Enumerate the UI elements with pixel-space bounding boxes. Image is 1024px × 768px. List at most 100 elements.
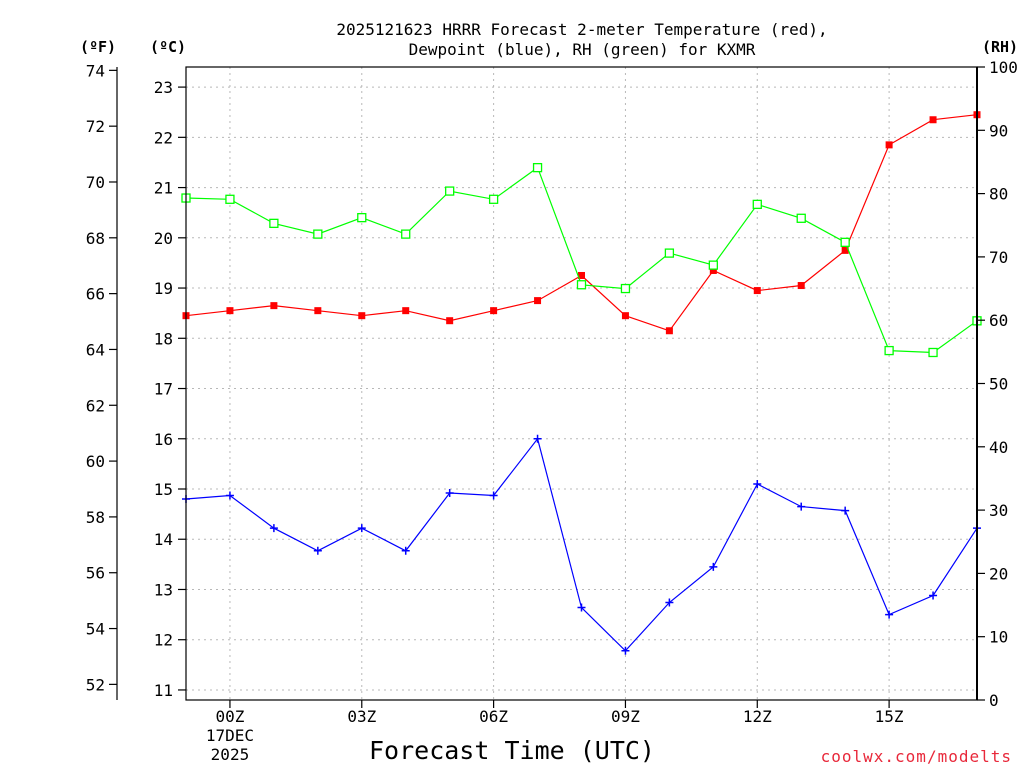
rh-tick-label: 60: [989, 311, 1008, 330]
2-meter-temperature-point: [797, 282, 805, 290]
relative-humidity-point: [225, 194, 235, 204]
x-axis-title: Forecast Time (UTC): [369, 736, 655, 765]
2-meter-temperature-point: [226, 307, 234, 315]
relative-humidity-point: [840, 237, 850, 247]
rh-tick-label: 100: [989, 58, 1018, 77]
dewpoint-point: [269, 524, 278, 533]
fahrenheit-unit-label: (ºF): [80, 38, 116, 56]
dewpoint-point: [885, 610, 894, 619]
x-tick-label: 15Z: [875, 707, 904, 726]
relative-humidity-point: [796, 213, 806, 223]
celsius-tick-label: 15: [154, 480, 173, 499]
rh-tick-label: 80: [989, 185, 1008, 204]
relative-humidity-point: [620, 283, 631, 294]
celsius-tick-label: 11: [154, 681, 173, 700]
dewpoint-point: [401, 546, 410, 555]
celsius-tick-label: 17: [154, 380, 173, 399]
celsius-tick-label: 12: [154, 631, 173, 650]
rh-tick-label: 90: [989, 121, 1008, 140]
dewpoint-point: [313, 546, 322, 555]
dewpoint-point: [357, 524, 366, 533]
relative-humidity-point: [313, 229, 323, 239]
x-tick-label: 06Z: [479, 707, 508, 726]
2-meter-temperature-point: [665, 327, 673, 335]
celsius-tick-label: 22: [154, 128, 173, 147]
celsius-unit-label: (ºC): [150, 38, 186, 56]
x-tick-label: 00Z: [215, 707, 244, 726]
fahrenheit-tick-label: 52: [86, 675, 105, 694]
celsius-tick-label: 14: [154, 530, 173, 549]
fahrenheit-tick-label: 54: [86, 620, 105, 639]
relative-humidity-point: [488, 194, 499, 204]
x-tick-label: 03Z: [347, 707, 376, 726]
2-meter-temperature-point: [358, 312, 366, 320]
axes: 11 12 13 14 15 16 17 18 19 20 21 22 23 52 54 56 58 60 62 64…: [86, 58, 1018, 764]
x-tick-label: 09Z: [611, 707, 640, 726]
dewpoint-point: [665, 598, 674, 607]
relative-humidity-point: [884, 345, 894, 356]
credit-label: coolwx.com/modelts: [821, 747, 1012, 766]
dewpoint-point: [577, 603, 586, 612]
rh-tick-label: 50: [989, 375, 1008, 394]
fahrenheit-tick-label: 70: [86, 173, 105, 192]
fahrenheit-tick-label: 58: [86, 508, 105, 527]
dewpoint-point: [533, 434, 542, 443]
relative-humidity-point: [708, 260, 718, 270]
dewpoint-point: [841, 506, 850, 515]
celsius-tick-label: 19: [154, 279, 173, 298]
relative-humidity-point: [928, 347, 938, 358]
2-meter-temperature-point: [534, 297, 542, 305]
rh-tick-label: 20: [989, 564, 1008, 583]
relative-humidity-point: [664, 248, 675, 258]
fahrenheit-tick-label: 74: [86, 61, 105, 80]
x-tick-date-label: 17DEC: [206, 726, 254, 745]
2-meter-temperature-point: [841, 246, 849, 254]
dewpoint-point: [445, 489, 454, 498]
fahrenheit-tick-label: 66: [86, 285, 105, 304]
celsius-tick-label: 20: [154, 229, 173, 248]
chart-title-line-1: 2025121623 HRRR Forecast 2-meter Tempera…: [336, 20, 827, 39]
fahrenheit-tick-label: 56: [86, 564, 105, 583]
fahrenheit-tick-label: 68: [86, 229, 105, 248]
2-meter-temperature-point: [402, 307, 410, 315]
dewpoint-point: [489, 491, 498, 500]
2-meter-temperature-point: [446, 317, 454, 325]
2-meter-temperature-point: [709, 266, 717, 274]
relative-humidity-point: [401, 229, 411, 239]
dewpoint-point: [709, 562, 718, 571]
rh-tick-label: 10: [989, 628, 1008, 647]
rh-tick-label: 40: [989, 438, 1008, 457]
2-meter-temperature-point: [314, 307, 322, 315]
celsius-tick-label: 21: [154, 179, 173, 198]
2-meter-temperature-point: [578, 271, 585, 279]
2-meter-temperature-point: [490, 307, 498, 315]
celsius-tick-label: 18: [154, 329, 173, 348]
rh-tick-label: 0: [989, 691, 999, 710]
relative-humidity-point: [269, 218, 279, 229]
fahrenheit-tick-label: 72: [86, 117, 105, 136]
x-tick-label: 12Z: [743, 707, 772, 726]
relative-humidity-point: [576, 280, 587, 290]
fahrenheit-tick-label: 64: [86, 340, 105, 359]
celsius-tick-label: 16: [154, 430, 173, 449]
dewpoint-point: [797, 502, 806, 511]
celsius-tick-label: 13: [154, 580, 173, 599]
relative-humidity-point: [357, 213, 367, 223]
2-meter-temperature-point: [929, 116, 937, 124]
fahrenheit-tick-label: 60: [86, 452, 105, 471]
dewpoint-point: [753, 479, 762, 488]
relative-humidity-point: [445, 186, 455, 196]
celsius-tick-label: 23: [154, 78, 173, 97]
fahrenheit-tick-label: 62: [86, 396, 105, 415]
relative-humidity-point: [532, 162, 543, 173]
relative-humidity-point: [752, 199, 762, 210]
dewpoint-point: [621, 646, 630, 655]
2-meter-temperature-point: [270, 302, 278, 310]
rh-tick-label: 70: [989, 248, 1008, 267]
chart-title-line-2: Dewpoint (blue), RH (green) for KXMR: [409, 40, 756, 59]
rh-unit-label: (RH): [982, 38, 1018, 56]
x-tick-year-label: 2025: [211, 745, 250, 764]
2-meter-temperature-point: [753, 287, 761, 295]
dewpoint-point: [929, 591, 938, 600]
